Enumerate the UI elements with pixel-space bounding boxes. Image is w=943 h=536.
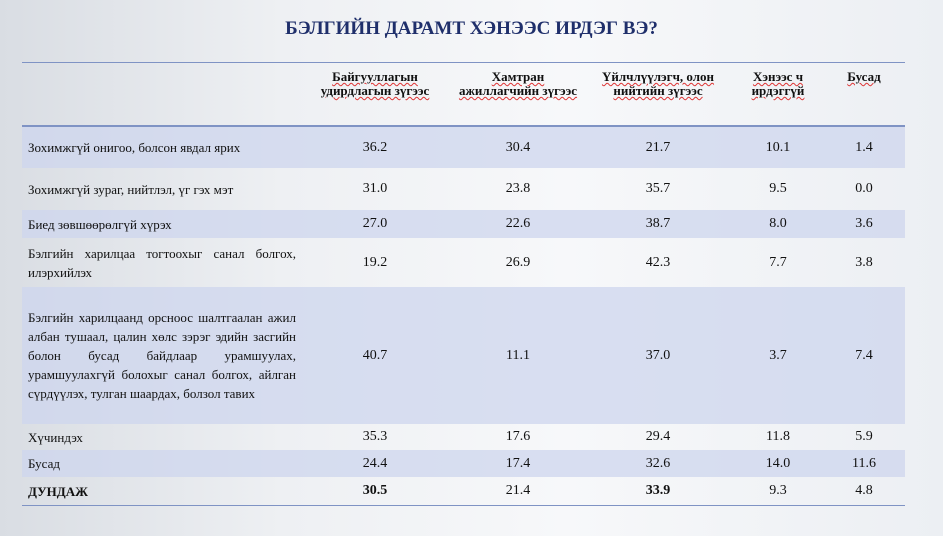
column-header: Бусад xyxy=(847,69,881,84)
row-label: Хүчиндэх xyxy=(28,429,83,445)
cell-value: 19.2 xyxy=(362,254,388,270)
row-label: Зохимжгүй онигоо, болсон явдал ярих xyxy=(28,140,241,155)
cell-value: 36.2 xyxy=(362,139,388,155)
cell-value: 5.9 xyxy=(855,429,873,444)
cell-value: 32.6 xyxy=(645,455,671,471)
cell-value: 7.4 xyxy=(855,347,873,363)
cell-value: 23.8 xyxy=(505,181,531,196)
cell-value: 31.0 xyxy=(362,181,388,196)
rule xyxy=(22,125,905,127)
row-label: Бэлгийн харилцаа тогтоохыг санал болгох,… xyxy=(28,245,296,280)
row-label: Бэлгийн харилцаанд орсноос шалтгаалан аж… xyxy=(28,310,296,401)
column-header: Хэнээс ч ирдэггүй xyxy=(751,69,805,98)
cell-value: 11.6 xyxy=(852,455,876,471)
rule xyxy=(22,62,905,63)
cell-value: 8.0 xyxy=(769,216,787,231)
cell-value: 35.3 xyxy=(362,429,388,444)
row-band xyxy=(22,287,905,424)
cell-value: 30.5 xyxy=(362,483,388,498)
slide-title: БЭЛГИЙН ДАРАМТ ХЭНЭЭС ИРДЭГ ВЭ? xyxy=(285,18,658,39)
column-header: Байгууллагын удирдлагын зүгээс xyxy=(320,69,430,98)
row-label: ДУНДАЖ xyxy=(28,483,88,499)
row-label: Бусад xyxy=(28,456,60,471)
cell-value: 35.7 xyxy=(645,181,671,196)
cell-value: 9.5 xyxy=(769,181,787,196)
cell-value: 27.0 xyxy=(362,216,388,231)
cell-value: 11.1 xyxy=(506,347,530,363)
cell-value: 42.3 xyxy=(645,254,671,270)
cell-value: 3.7 xyxy=(769,347,787,363)
cell-value: 40.7 xyxy=(362,347,388,363)
cell-value: 1.4 xyxy=(855,139,873,155)
rule xyxy=(22,505,905,506)
cell-value: 21.4 xyxy=(505,483,531,498)
row-label: Зохимжгүй зураг, нийтлэл, үг гэх мэт xyxy=(28,181,234,197)
cell-value: 11.8 xyxy=(766,429,790,444)
cell-value: 14.0 xyxy=(765,455,791,471)
cell-value: 22.6 xyxy=(505,216,531,231)
row-band xyxy=(22,450,905,477)
cell-value: 33.9 xyxy=(645,483,671,498)
cell-value: 29.4 xyxy=(645,429,671,444)
row-band xyxy=(22,127,905,168)
cell-value: 24.4 xyxy=(362,455,388,471)
cell-value: 3.8 xyxy=(855,254,873,270)
column-header: Хамтран ажиллагчийн зүгээс xyxy=(458,69,578,98)
row-band xyxy=(22,210,905,238)
row-label: Биед зөвшөөрөлгүй хүрэх xyxy=(28,216,172,232)
cell-value: 0.0 xyxy=(855,181,873,196)
cell-value: 10.1 xyxy=(765,139,791,155)
cell-value: 30.4 xyxy=(505,139,531,155)
cell-value: 7.7 xyxy=(769,254,787,270)
cell-value: 17.6 xyxy=(505,429,531,444)
cell-value: 21.7 xyxy=(645,139,671,155)
cell-value: 26.9 xyxy=(505,254,531,270)
cell-value: 3.6 xyxy=(855,216,873,231)
cell-value: 37.0 xyxy=(645,347,671,363)
cell-value: 4.8 xyxy=(855,483,873,498)
cell-value: 17.4 xyxy=(505,455,531,471)
cell-value: 9.3 xyxy=(769,483,787,498)
column-header: Үйлчлүүлэгч, олон нийтийн зүгээс xyxy=(601,69,715,98)
cell-value: 38.7 xyxy=(645,216,671,231)
